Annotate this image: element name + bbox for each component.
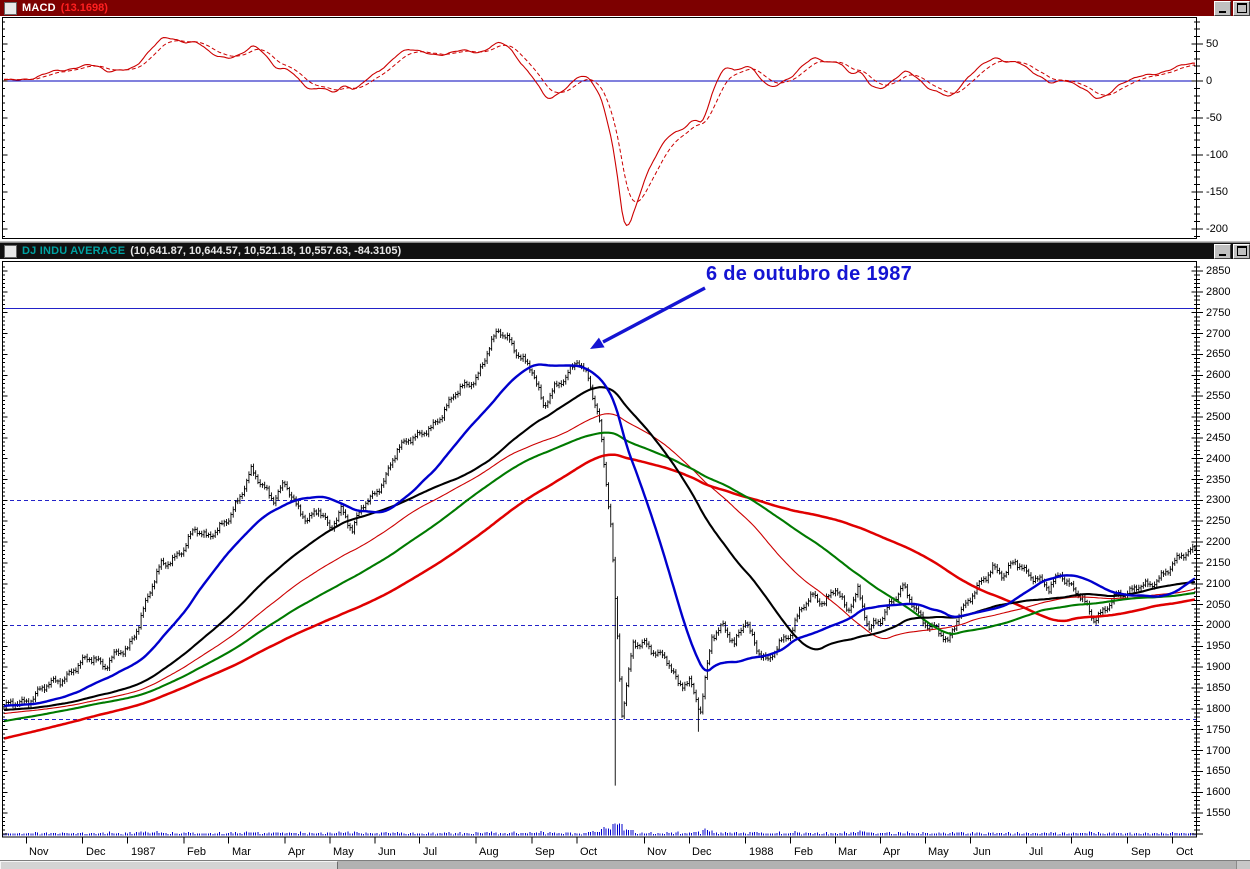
- maximize-icon: [1236, 245, 1247, 256]
- y-tick-label: 0: [1206, 75, 1213, 87]
- price-window: DJ INDU AVERAGE (10,641.87, 10,644.57, 1…: [0, 242, 1250, 869]
- price-titlebar[interactable]: DJ INDU AVERAGE (10,641.87, 10,644.57, 1…: [0, 243, 1250, 259]
- y-tick-label: 2300: [1206, 494, 1231, 506]
- price-title: DJ INDU AVERAGE: [22, 245, 126, 257]
- scrollbar-corner[interactable]: [1236, 861, 1250, 869]
- macd-window: MACD (13.1698) 50 0 -50 -100 -150 -200: [0, 0, 1250, 241]
- y-tick-label: 2150: [1206, 557, 1231, 569]
- x-tick-label: Apr: [883, 846, 901, 858]
- y-tick-label: 2700: [1206, 328, 1231, 340]
- horizontal-scrollbar[interactable]: [0, 860, 1250, 869]
- x-tick-label: Jul: [1029, 846, 1044, 858]
- y-tick-label: 50: [1206, 38, 1219, 50]
- y-tick-label: 2450: [1206, 432, 1231, 444]
- x-tick-label: May: [928, 846, 949, 858]
- y-tick-label: 2850: [1206, 265, 1231, 277]
- macd-y-axis: 50 0 -50 -100 -150 -200: [1197, 17, 1250, 239]
- y-tick-label: 2800: [1206, 286, 1231, 298]
- minimize-icon: [1219, 10, 1226, 13]
- y-tick-label: 2550: [1206, 390, 1231, 402]
- price-plot[interactable]: [2, 261, 1197, 845]
- y-tick-label: 1600: [1206, 786, 1231, 798]
- x-tick-label: Mar: [232, 846, 251, 858]
- y-tick-label: -100: [1206, 149, 1229, 161]
- y-tick-label: -150: [1206, 186, 1229, 198]
- x-tick-label: 1987: [131, 846, 156, 858]
- window-buttons: [1214, 0, 1250, 16]
- y-tick-label: -50: [1206, 112, 1222, 124]
- y-tick-label: 2650: [1206, 348, 1231, 360]
- maximize-button[interactable]: [1233, 243, 1250, 259]
- x-tick-label: Jun: [973, 846, 991, 858]
- x-tick-label: Oct: [1176, 846, 1194, 858]
- y-tick-label: 1950: [1206, 640, 1231, 652]
- macd-titlebar[interactable]: MACD (13.1698): [0, 0, 1250, 16]
- x-tick-label: Jul: [423, 846, 438, 858]
- y-tick-label: 1900: [1206, 661, 1231, 673]
- x-axis-labels: Nov Dec 1987 Feb Mar Apr May Jun Jul Aug Sep Oct Nov…: [2, 845, 1197, 860]
- annotation-text[interactable]: 6 de outubro de 1987: [706, 263, 913, 285]
- price-chart-area: 2850 2800 2750 2700 2650 2600 2550 2500 2450 2400…: [0, 259, 1250, 869]
- x-tick-label: Aug: [479, 846, 499, 858]
- macd-plot[interactable]: [2, 17, 1197, 239]
- scrollbar-thumb[interactable]: [0, 861, 338, 869]
- x-tick-label: Jun: [378, 846, 396, 858]
- window-buttons: [1214, 243, 1250, 259]
- y-tick-label: -200: [1206, 223, 1229, 235]
- y-tick-label: 2500: [1206, 411, 1231, 423]
- x-tick-label: Mar: [838, 846, 857, 858]
- x-tick-label: Dec: [86, 846, 106, 858]
- document-icon: [4, 1, 17, 15]
- y-tick-label: 2350: [1206, 474, 1231, 486]
- x-tick-label: Dec: [692, 846, 712, 858]
- x-tick-label: Sep: [1131, 846, 1151, 858]
- minimize-button[interactable]: [1214, 0, 1231, 16]
- price-axis-ticks: [1197, 266, 1203, 835]
- y-tick-label: 1750: [1206, 724, 1231, 736]
- y-tick-label: 2600: [1206, 369, 1231, 381]
- y-tick-label: 2400: [1206, 453, 1231, 465]
- x-tick-label: 1988: [749, 846, 774, 858]
- x-tick-label: Apr: [288, 846, 306, 858]
- x-tick-label: May: [333, 846, 354, 858]
- y-tick-label: 2250: [1206, 515, 1231, 527]
- x-tick-label: Oct: [580, 846, 598, 858]
- x-tick-label: Sep: [535, 846, 555, 858]
- macd-chart-area: 50 0 -50 -100 -150 -200: [0, 16, 1250, 241]
- y-tick-label: 2200: [1206, 536, 1231, 548]
- x-tick-label: Nov: [29, 846, 49, 858]
- y-tick-label: 1850: [1206, 682, 1231, 694]
- y-tick-label: 1700: [1206, 745, 1231, 757]
- y-tick-label: 2100: [1206, 578, 1231, 590]
- maximize-icon: [1236, 2, 1247, 13]
- y-tick-label: 2050: [1206, 599, 1231, 611]
- x-tick-label: Feb: [794, 846, 813, 858]
- maximize-button[interactable]: [1233, 0, 1250, 16]
- document-icon: [4, 244, 17, 258]
- macd-axis-ticks: [1197, 21, 1203, 237]
- price-ohlc-values: (10,641.87, 10,644.57, 10,521.18, 10,557…: [130, 245, 402, 257]
- x-tick-label: Nov: [647, 846, 667, 858]
- minimize-button[interactable]: [1214, 243, 1231, 259]
- y-tick-label: 1550: [1206, 807, 1231, 819]
- x-tick-label: Feb: [187, 846, 206, 858]
- minimize-icon: [1219, 253, 1226, 256]
- macd-title: MACD: [22, 2, 56, 14]
- y-tick-label: 2750: [1206, 307, 1231, 319]
- price-y-axis: 2850 2800 2750 2700 2650 2600 2550 2500 2450 2400…: [1197, 261, 1250, 845]
- macd-indicator-value: (13.1698): [60, 2, 108, 14]
- y-tick-label: 1650: [1206, 765, 1231, 777]
- y-tick-label: 1800: [1206, 703, 1231, 715]
- x-tick-label: Aug: [1074, 846, 1094, 858]
- y-tick-label: 2000: [1206, 619, 1231, 631]
